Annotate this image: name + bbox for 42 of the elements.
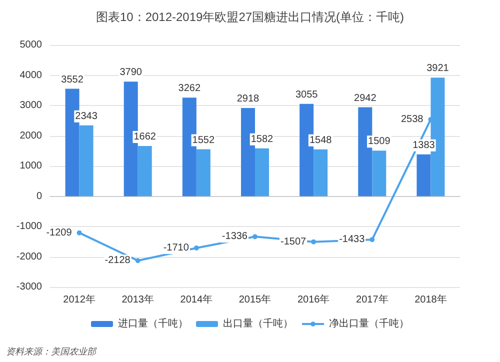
chart-title: 图表10：2012-2019年欧盟27国糖进出口情况(单位：千吨)	[96, 10, 404, 24]
data-label: -1507	[280, 236, 307, 248]
y-tick-label: 2000	[20, 130, 42, 142]
data-label: -2128	[104, 255, 131, 266]
text: 资料来源：美国农业部	[6, 346, 97, 356]
x-tick-label: 2012年	[63, 294, 96, 306]
y-tick-label: 0	[36, 190, 42, 202]
x-tick-label: 2013年	[122, 294, 154, 306]
y-tick-label: 5000	[20, 40, 42, 50]
data-label: 1383	[412, 140, 436, 151]
data-label: 2942	[354, 92, 377, 104]
y-tick-label: 3000	[20, 100, 42, 111]
x-tick-label: 2014年	[180, 294, 213, 306]
data-label: -1710	[163, 242, 190, 254]
legend-label: 进口量（千吨）	[118, 318, 188, 330]
data-label: 1509	[368, 136, 391, 148]
data-label: 3921	[426, 63, 450, 74]
data-label: 3552	[61, 74, 84, 86]
data-label: 3055	[295, 89, 318, 100]
data-label: 3262	[178, 83, 201, 94]
data-label: 1552	[192, 134, 215, 146]
data-label: 1582	[250, 134, 274, 145]
y-tick-label: 4000	[20, 70, 42, 81]
y-tick-label: 1000	[20, 160, 42, 172]
data-label: 2343	[75, 110, 98, 122]
data-label: -1209	[46, 227, 72, 238]
data-label: 1662	[134, 131, 156, 142]
legend-label: 出口量（千吨）	[223, 318, 293, 330]
data-label: 1548	[309, 134, 332, 146]
data-label: 2918	[236, 93, 260, 104]
data-label: 2538	[400, 114, 424, 125]
data-label: 3790	[120, 67, 142, 78]
x-tick-label: 2016年	[297, 294, 330, 306]
legend-label: 净出口量（千吨）	[329, 318, 409, 330]
x-tick-label: 2018年	[414, 294, 447, 306]
x-tick-label: 2015年	[238, 294, 272, 306]
y-tick-label: -2000	[16, 251, 42, 262]
data-label: -1336	[222, 231, 248, 242]
y-tick-label: -1000	[16, 221, 42, 232]
data-label: -1433	[339, 234, 366, 246]
y-tick-label: -3000	[16, 282, 42, 292]
x-tick-label: 2017年	[356, 294, 388, 306]
